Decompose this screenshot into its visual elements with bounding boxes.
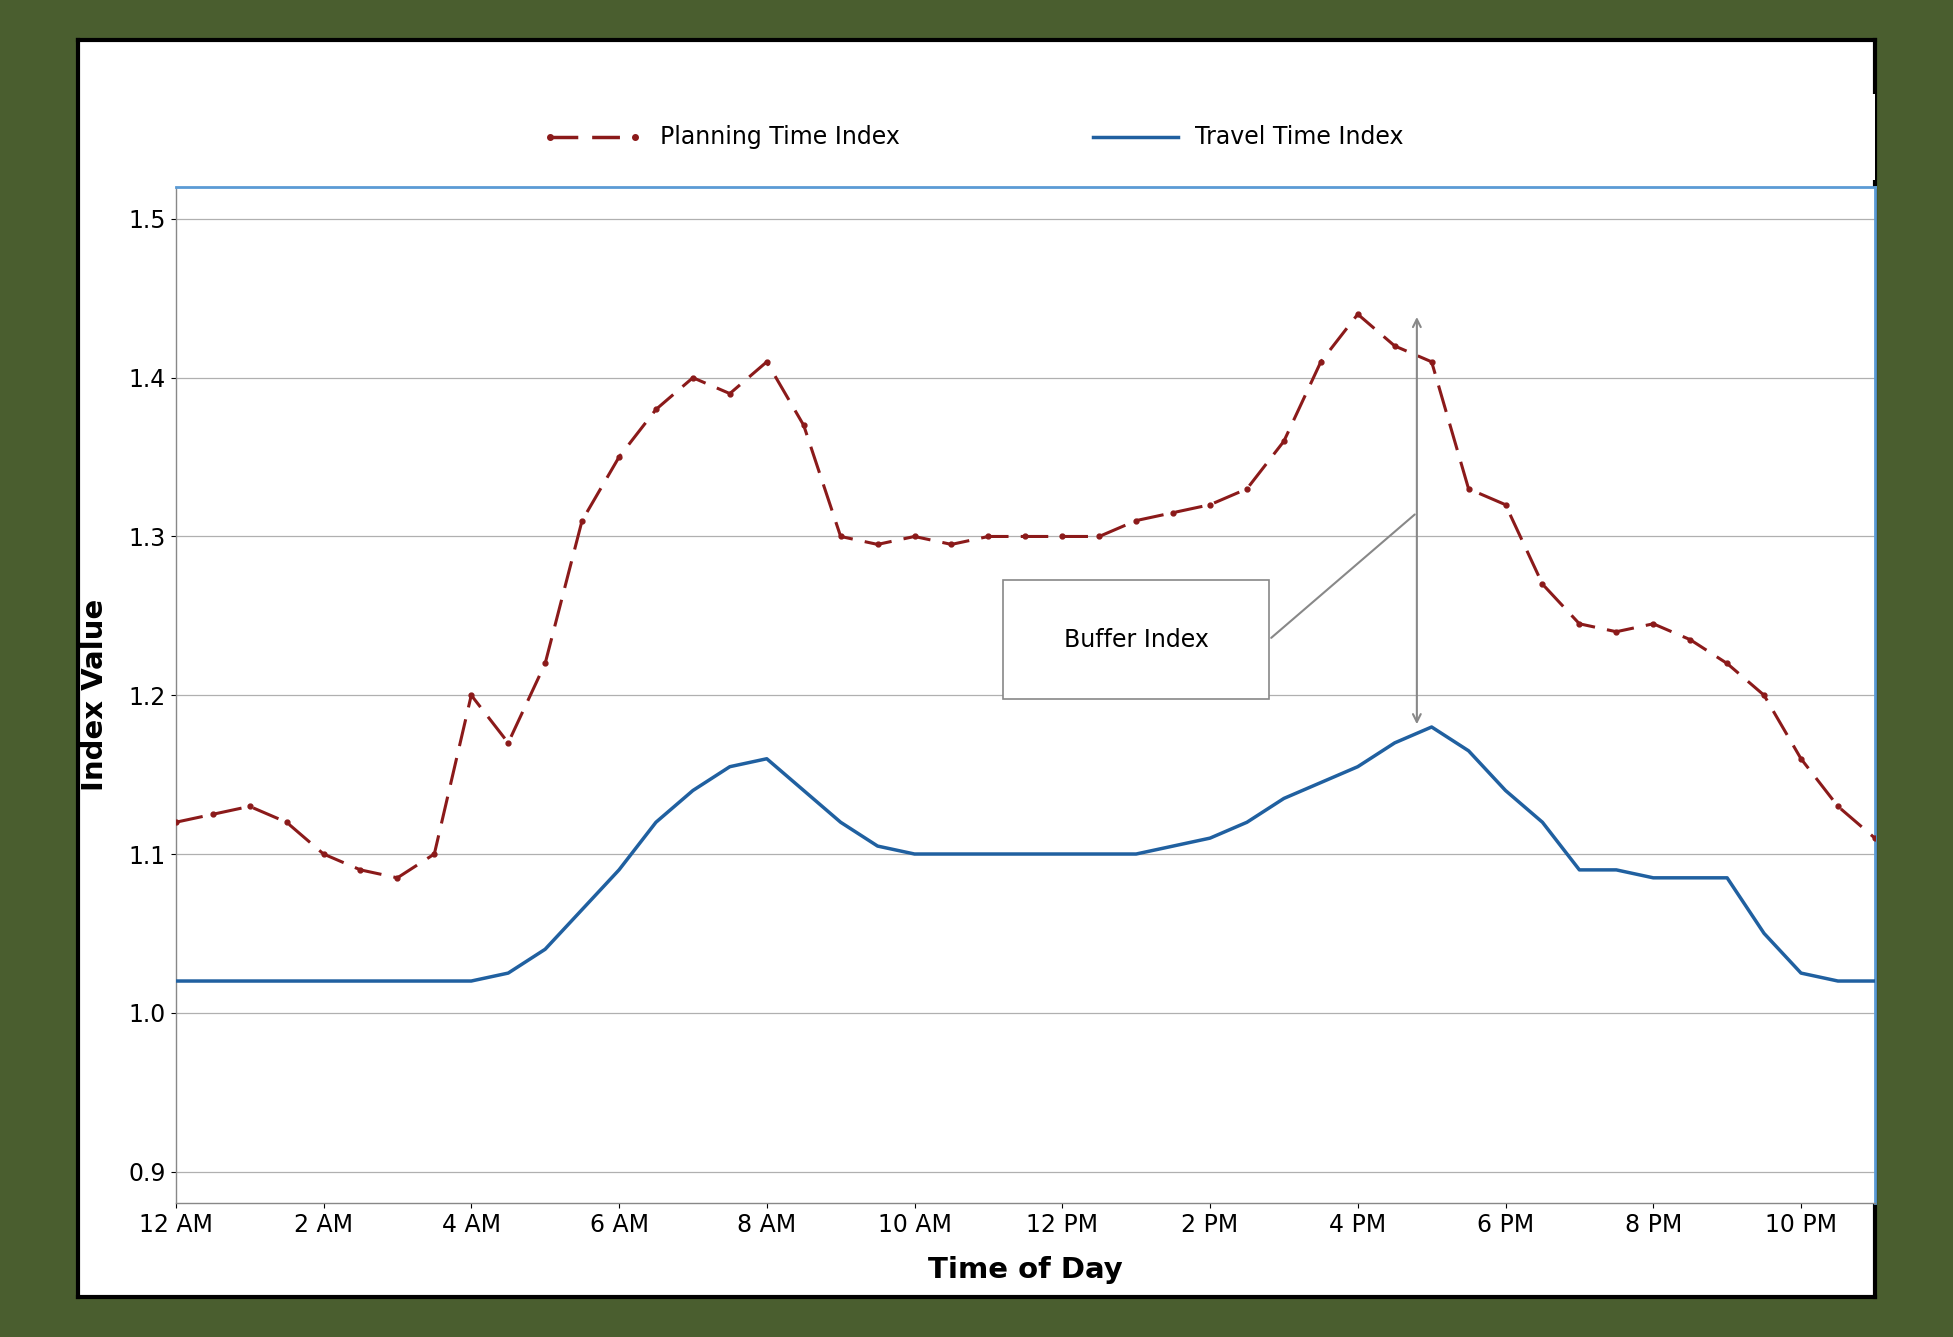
Text: Planning Time Index: Planning Time Index <box>660 126 900 148</box>
FancyBboxPatch shape <box>1002 580 1269 699</box>
Text: Travel Time Index: Travel Time Index <box>1195 126 1404 148</box>
X-axis label: Time of Day: Time of Day <box>928 1257 1123 1285</box>
Y-axis label: Index Value: Index Value <box>82 599 109 792</box>
Text: Buffer Index: Buffer Index <box>1064 627 1209 651</box>
